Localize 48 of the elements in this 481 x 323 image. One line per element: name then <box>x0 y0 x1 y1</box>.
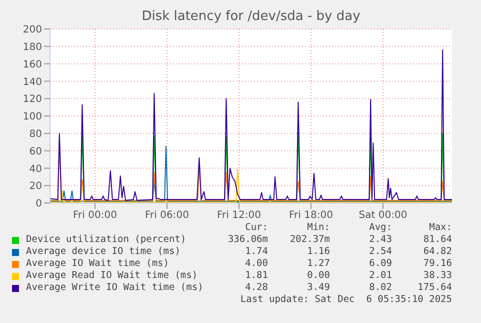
y-tick-label: 200 <box>22 24 42 36</box>
text: 1.81 <box>245 270 268 281</box>
legend-label: Average device IO time (ms) <box>26 246 180 257</box>
text: 8.02 <box>369 282 392 293</box>
y-tick-label: 0 <box>36 198 42 210</box>
text: 79.16 <box>423 258 452 269</box>
text: 6.09 <box>369 258 392 269</box>
text: Min: <box>307 222 330 233</box>
text: 336.06m <box>228 234 268 245</box>
y-tick-label: 100 <box>22 112 42 123</box>
chart-title: Disk latency for /dev/sda - by day <box>140 9 362 24</box>
line-series <box>50 49 452 201</box>
y-tick-label: 120 <box>22 94 42 106</box>
x-tick-label: Fri 12:00 <box>217 210 261 222</box>
text: 1.27 <box>307 258 330 269</box>
text: 1.74 <box>245 246 268 257</box>
text: 2.54 <box>369 246 392 257</box>
text: 202.37m <box>290 234 330 245</box>
text: 3.49 <box>307 282 330 293</box>
text: 4.28 <box>245 282 268 293</box>
text: 2.01 <box>369 270 392 281</box>
y-tick-label: 60 <box>29 146 42 158</box>
y-tick-label: 40 <box>29 164 42 175</box>
legend-label: Average Read IO Wait time (ms) <box>26 270 198 281</box>
y-tick-label: 160 <box>22 59 42 70</box>
text: 2.43 <box>369 234 392 245</box>
x-tick-label: Fri 18:00 <box>289 210 333 222</box>
text: Max: <box>429 222 452 233</box>
y-tick-label: 180 <box>22 42 42 53</box>
x-tick-label: Fri 00:00 <box>73 210 117 222</box>
text: 81.64 <box>423 234 452 245</box>
text: 64.82 <box>423 246 452 257</box>
legend-label: Average Write IO Wait time (ms) <box>26 282 204 293</box>
text: 4.00 <box>245 258 268 269</box>
legend-label: Device utilization (percent) <box>26 234 186 245</box>
text: 1.16 <box>307 246 330 257</box>
y-tick-label: 80 <box>29 128 42 140</box>
x-tick-label: Fri 06:00 <box>145 210 189 222</box>
x-tick-label: Sat 00:00 <box>358 210 408 222</box>
text: 0.00 <box>307 270 330 281</box>
text: 175.64 <box>418 282 452 293</box>
text: 38.33 <box>423 270 452 281</box>
legend-label: Average IO Wait time (ms) <box>26 258 169 269</box>
y-tick-label: 140 <box>22 76 42 88</box>
y-tick-label: 20 <box>29 181 42 192</box>
text: Cur: <box>245 222 268 233</box>
text: Last update: Sat Dec 6 05:35:10 2025 <box>240 294 452 305</box>
text: Avg: <box>369 222 392 233</box>
